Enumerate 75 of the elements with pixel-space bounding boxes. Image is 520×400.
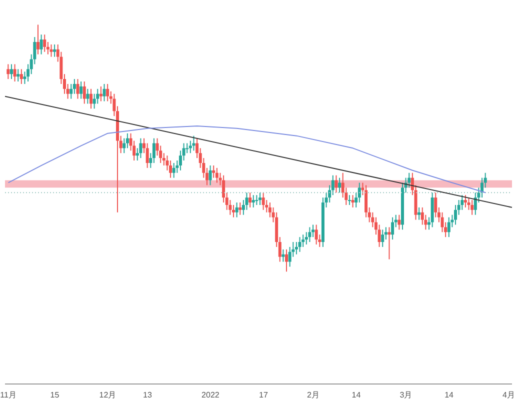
candlestick bbox=[172, 162, 176, 178]
candlestick bbox=[106, 83, 110, 102]
x-tick-label: 2月 bbox=[306, 390, 320, 400]
candlestick bbox=[391, 216, 394, 240]
x-tick-label: 2022 bbox=[202, 390, 220, 400]
x-tick-label: 17 bbox=[259, 390, 268, 400]
x-tick-label: 11月 bbox=[0, 390, 16, 400]
candlestick bbox=[398, 214, 401, 230]
candlestick bbox=[238, 202, 242, 216]
x-tick-label: 14 bbox=[444, 390, 454, 400]
candlestick bbox=[139, 138, 142, 159]
candlestick bbox=[308, 226, 312, 243]
x-tick-label: 14 bbox=[352, 390, 362, 400]
candlestick bbox=[192, 135, 196, 152]
candlestick bbox=[258, 192, 262, 206]
candlestick bbox=[13, 64, 16, 82]
candlestick bbox=[470, 200, 474, 216]
candlestick bbox=[288, 246, 292, 268]
candlestick bbox=[298, 236, 302, 252]
candlestick bbox=[10, 64, 13, 80]
candlestick bbox=[285, 248, 288, 272]
candlestick bbox=[248, 192, 252, 208]
candlestick bbox=[70, 83, 73, 100]
candlestick bbox=[447, 216, 450, 238]
candlestick bbox=[36, 24, 40, 55]
candlestick bbox=[232, 204, 235, 218]
x-tick-label: 12月 bbox=[99, 390, 116, 400]
candlestick bbox=[312, 224, 315, 238]
candlestick bbox=[418, 206, 421, 220]
candlestick bbox=[348, 194, 351, 206]
candlestick bbox=[338, 177, 342, 194]
candlestick bbox=[99, 86, 102, 102]
candlestick bbox=[208, 164, 212, 186]
candlestick bbox=[408, 172, 411, 188]
x-tick-label: 13 bbox=[143, 390, 152, 400]
candlestick bbox=[262, 192, 265, 210]
candlestick bbox=[334, 174, 338, 194]
candlestick bbox=[43, 34, 46, 52]
candlestick bbox=[122, 138, 126, 154]
candlestick bbox=[388, 226, 391, 260]
candlestick bbox=[76, 78, 80, 100]
candlestick bbox=[314, 224, 318, 245]
candlestick bbox=[82, 80, 86, 104]
candlestick bbox=[146, 142, 149, 168]
candlestick bbox=[20, 68, 23, 84]
candlestick bbox=[420, 206, 424, 226]
candlestick bbox=[212, 164, 216, 178]
candlestick bbox=[215, 167, 218, 184]
candlestick bbox=[40, 34, 43, 55]
x-tick-label: 3月 bbox=[400, 390, 412, 400]
candlestick bbox=[454, 204, 458, 226]
x-tick-label: 15 bbox=[50, 390, 60, 400]
candlestick bbox=[16, 68, 20, 82]
candlestick bbox=[235, 202, 238, 218]
candlestick bbox=[53, 44, 56, 58]
candlestick bbox=[351, 194, 354, 208]
candlestick bbox=[50, 44, 53, 58]
candlestick bbox=[102, 83, 106, 102]
candlestick bbox=[90, 88, 92, 110]
candlestick bbox=[96, 88, 100, 104]
candlestick bbox=[126, 132, 129, 149]
candlestick bbox=[282, 248, 285, 262]
candlestick bbox=[381, 229, 384, 248]
candlestick bbox=[440, 212, 444, 233]
candlestick bbox=[80, 80, 83, 100]
candlestick bbox=[6, 64, 10, 80]
candlestick bbox=[188, 140, 192, 154]
candlestick bbox=[186, 142, 189, 154]
candlestick bbox=[252, 194, 255, 208]
candlestick bbox=[480, 177, 484, 198]
candlestick bbox=[255, 194, 258, 206]
candlestick bbox=[464, 194, 467, 208]
candlestick bbox=[92, 93, 96, 110]
x-tick-label: 4月 bbox=[502, 390, 515, 400]
candlestick bbox=[86, 88, 90, 104]
